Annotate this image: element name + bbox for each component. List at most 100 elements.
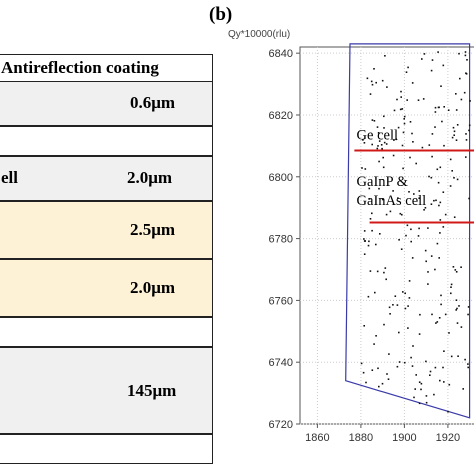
layer-thickness: 2.0μm — [127, 168, 173, 187]
scatter-point — [402, 291, 404, 293]
scatter-point — [421, 146, 424, 149]
scatter-point — [363, 253, 366, 255]
scatter-point — [382, 166, 385, 169]
layer-top-cell: ell 2.0μm — [0, 156, 213, 201]
scatter-point — [362, 139, 364, 141]
layer-back-contact — [0, 434, 213, 464]
scatter-point — [436, 242, 439, 245]
scatter-point — [430, 69, 433, 72]
scatter-point — [428, 175, 430, 178]
scatter-point — [384, 267, 387, 269]
scatter-point — [375, 335, 377, 337]
scatter-point — [444, 213, 447, 216]
scatter-point — [379, 233, 381, 235]
scatter-point — [392, 154, 395, 157]
scatter-point — [455, 93, 457, 95]
scatter-point — [439, 166, 442, 169]
scatter-point — [463, 91, 466, 94]
scatter-point — [369, 270, 372, 272]
scatter-point — [451, 170, 453, 172]
x-tick-label: 1880 — [349, 432, 373, 444]
scatter-point — [455, 271, 458, 273]
scatter-point — [431, 133, 434, 135]
layer-antireflection-coating: Antireflection coating — [0, 54, 213, 82]
scatter-point — [411, 82, 414, 84]
scatter-point — [394, 295, 397, 297]
scatter-point — [401, 144, 404, 147]
scatter-point — [377, 132, 380, 134]
scatter-point — [437, 181, 440, 184]
scatter-point — [376, 147, 379, 150]
scatter-point — [425, 401, 428, 404]
scatter-point — [367, 244, 370, 247]
scatter-point — [409, 156, 411, 159]
scatter-point — [431, 313, 433, 316]
y-axis-label: Qy*10000(rlu) — [228, 29, 290, 40]
scatter-point — [371, 212, 373, 215]
x-tick-label: 1920 — [436, 432, 460, 444]
scatter-point — [443, 350, 445, 352]
scatter-point — [385, 213, 388, 216]
scatter-point — [373, 68, 375, 70]
scatter-point — [392, 190, 394, 192]
scatter-point — [371, 143, 373, 146]
scatter-point — [408, 280, 411, 282]
scatter-point — [418, 227, 420, 230]
scatter-point — [460, 266, 462, 268]
scatter-point — [429, 370, 432, 373]
scatter-point — [418, 190, 421, 192]
scatter-point — [400, 96, 402, 98]
annotation-line: GaInAs cell — [357, 193, 427, 209]
scatter-point — [418, 381, 421, 383]
scatter-point — [442, 191, 445, 193]
scatter-point — [439, 201, 442, 204]
scatter-point — [420, 388, 422, 391]
scatter-point — [396, 365, 399, 368]
annotation-label: Ge cell — [357, 128, 398, 144]
scatter-point — [386, 86, 388, 88]
scatter-point — [453, 177, 455, 179]
scatter-point — [387, 378, 390, 380]
scatter-point — [425, 395, 428, 397]
scatter-point — [388, 306, 391, 309]
y-tick-label: 6840 — [269, 48, 293, 60]
scatter-point — [417, 99, 420, 101]
scatter-point — [433, 393, 435, 396]
scatter-point — [371, 83, 374, 86]
scatter-point — [439, 232, 441, 234]
scatter-point — [423, 209, 425, 211]
scatter-point — [427, 283, 429, 285]
y-tick-label: 6780 — [269, 234, 293, 246]
layer-thickness: 145μm — [127, 381, 177, 400]
scatter-point — [456, 124, 459, 126]
scatter-point — [403, 361, 406, 364]
scatter-point — [365, 381, 367, 384]
scatter-point — [381, 79, 384, 82]
scatter-point — [409, 121, 412, 123]
scatter-point — [430, 176, 433, 179]
scatter-point — [363, 238, 365, 240]
scatter-point — [464, 51, 467, 53]
scatter-point — [452, 126, 455, 129]
scatter-point — [378, 140, 381, 142]
y-tick-label: 6820 — [269, 110, 293, 122]
scatter-point — [427, 271, 429, 273]
scatter-point — [371, 369, 374, 371]
scatter-point — [431, 59, 434, 61]
scatter-point — [467, 306, 470, 308]
scatter-point — [440, 294, 442, 297]
scatter-point — [385, 143, 388, 145]
scatter-point — [464, 54, 467, 57]
scatter-point — [383, 323, 385, 326]
plot-area — [299, 46, 474, 425]
scatter-point — [400, 90, 402, 93]
scatter-point — [385, 278, 387, 281]
scatter-point — [458, 52, 460, 55]
scatter-point — [455, 139, 458, 141]
scatter-point — [392, 304, 394, 306]
scatter-point — [397, 126, 400, 129]
scatter-point — [383, 141, 386, 144]
scatter-point — [465, 133, 467, 135]
layer-label: Antireflection coating — [1, 58, 159, 77]
